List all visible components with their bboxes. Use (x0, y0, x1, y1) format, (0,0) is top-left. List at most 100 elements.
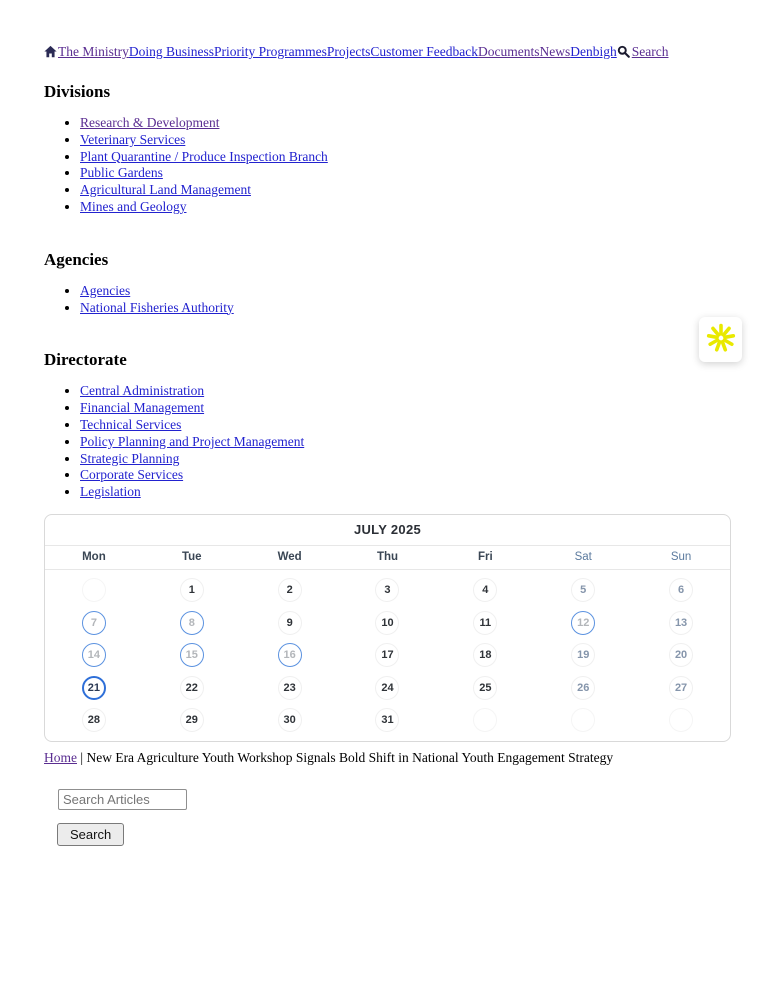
directorate-link-corporate-services[interactable]: Corporate Services (80, 467, 184, 483)
calendar-day-13[interactable]: 13 (669, 610, 694, 635)
calendar-cell: 5 (534, 574, 632, 607)
list-item: Strategic Planning (80, 451, 731, 468)
breadcrumb-home-link[interactable]: Home (44, 750, 77, 766)
calendar-day-30[interactable]: 30 (277, 708, 302, 733)
calendar-weekday-row: Mon Tue Wed Thu Fri Sat Sun (45, 546, 730, 570)
divisions-link-mines-and-geology[interactable]: Mines and Geology (80, 198, 187, 214)
section-directorate: Directorate Central AdministrationFinanc… (44, 350, 731, 501)
calendar-day-7[interactable]: 7 (81, 610, 106, 635)
directorate-link-technical-services[interactable]: Technical Services (80, 416, 182, 432)
nav-link-priority-programmes[interactable]: Priority Programmes (214, 44, 327, 59)
calendar-day-26[interactable]: 26 (571, 675, 596, 700)
list-item: National Fisheries Authority (80, 300, 731, 317)
calendar-day-12[interactable]: 12 (571, 610, 596, 635)
nav-link-documents[interactable]: Documents (478, 44, 540, 59)
list-item: Research & Development (80, 115, 731, 132)
directorate-link-policy-planning-and-project-management[interactable]: Policy Planning and Project Management (80, 433, 305, 449)
calendar-day-15[interactable]: 15 (179, 643, 204, 668)
calendar-cell: 15 (143, 639, 241, 672)
calendar-cell: 6 (632, 574, 730, 607)
article-search-button[interactable]: Search (57, 823, 125, 847)
agencies-link-agencies[interactable]: Agencies (80, 282, 131, 298)
calendar-day-29[interactable]: 29 (179, 708, 204, 733)
calendar-cell: 2 (241, 574, 339, 607)
calendar-day-17[interactable]: 17 (375, 643, 400, 668)
calendar-day-2[interactable]: 2 (277, 578, 302, 603)
directorate-link-central-administration[interactable]: Central Administration (80, 383, 205, 399)
divisions-link-plant-quarantine-produce-inspection-branch[interactable]: Plant Quarantine / Produce Inspection Br… (80, 148, 328, 164)
calendar-day-14[interactable]: 14 (81, 643, 106, 668)
calendar-day-10[interactable]: 10 (375, 610, 400, 635)
calendar-day-25[interactable]: 25 (473, 675, 498, 700)
article-search-row (58, 789, 731, 811)
calendar-day-empty (669, 708, 694, 733)
calendar-day-21[interactable]: 21 (81, 675, 106, 700)
calendar-day-28[interactable]: 28 (81, 708, 106, 733)
calendar-day-31[interactable]: 31 (375, 708, 400, 733)
calendar-cell: 10 (339, 606, 437, 639)
directorate-link-financial-management[interactable]: Financial Management (80, 400, 205, 416)
section-agencies: Agencies AgenciesNational Fisheries Auth… (44, 250, 731, 317)
calendar-day-16[interactable]: 16 (277, 643, 302, 668)
agencies-link-national-fisheries-authority[interactable]: National Fisheries Authority (80, 299, 234, 315)
page-root: The MinistryDoing BusinessPriority Progr… (0, 0, 773, 846)
calendar-day-6[interactable]: 6 (669, 578, 694, 603)
calendar-cell: 18 (436, 639, 534, 672)
agencies-list: AgenciesNational Fisheries Authority (44, 283, 731, 317)
calendar-day-5[interactable]: 5 (571, 578, 596, 603)
calendar-day-23[interactable]: 23 (277, 675, 302, 700)
section-title: Agencies (44, 249, 109, 269)
list-item: Legislation (80, 484, 731, 501)
divisions-link-research-development[interactable]: Research & Development (80, 115, 220, 130)
divisions-link-public-gardens[interactable]: Public Gardens (80, 165, 163, 181)
calendar-cell: 25 (436, 671, 534, 704)
nav-link-the-ministry[interactable]: The Ministry (58, 44, 129, 59)
calendar-day-22[interactable]: 22 (179, 675, 204, 700)
calendar-cell: 14 (45, 639, 143, 672)
nav-link-news[interactable]: News (539, 44, 571, 59)
calendar-day-4[interactable]: 4 (473, 578, 498, 603)
calendar-day-9[interactable]: 9 (277, 610, 302, 635)
directorate-link-legislation[interactable]: Legislation (80, 484, 141, 500)
asterisk-icon (706, 323, 736, 356)
nav-link-projects[interactable]: Projects (326, 44, 371, 59)
article-search-button-row: Search (57, 823, 731, 847)
list-item: Policy Planning and Project Management (80, 434, 731, 451)
calendar-cell: 12 (534, 606, 632, 639)
nav-link-doing-business[interactable]: Doing Business (128, 44, 215, 59)
calendar-cell: 4 (436, 574, 534, 607)
nav-search-link[interactable]: Search (617, 44, 668, 61)
directorate-link-strategic-planning[interactable]: Strategic Planning (80, 450, 180, 466)
calendar-day-8[interactable]: 8 (179, 610, 204, 635)
nav-link-denbigh[interactable]: Denbigh (570, 44, 617, 59)
calendar-day-20[interactable]: 20 (669, 643, 694, 668)
article-search-input[interactable] (58, 789, 187, 811)
calendar-cell: 8 (143, 606, 241, 639)
calendar-cell: 16 (241, 639, 339, 672)
calendar-day-empty (81, 578, 106, 603)
calendar-day-24[interactable]: 24 (375, 675, 400, 700)
divisions-link-agricultural-land-management[interactable]: Agricultural Land Management (80, 182, 251, 198)
calendar-cell: 26 (534, 671, 632, 704)
calendar-day-18[interactable]: 18 (473, 643, 498, 668)
calendar-cell: 28 (45, 704, 143, 737)
breadcrumb: Home | New Era Agriculture Youth Worksho… (44, 749, 731, 766)
calendar-day-27[interactable]: 27 (669, 675, 694, 700)
weekday-label-tue: Tue (181, 551, 202, 564)
accessibility-widget-button[interactable] (699, 317, 742, 362)
divisions-link-veterinary-services[interactable]: Veterinary Services (80, 131, 186, 147)
calendar-cell: 23 (241, 671, 339, 704)
calendar-day-1[interactable]: 1 (179, 578, 204, 603)
home-link[interactable] (44, 44, 58, 59)
weekday-label-sun: Sun (670, 551, 692, 564)
calendar-day-11[interactable]: 11 (473, 610, 498, 635)
search-icon (617, 45, 630, 61)
calendar-cell: 27 (632, 671, 730, 704)
calendar-day-19[interactable]: 19 (571, 643, 596, 668)
section-title: Directorate (44, 350, 127, 370)
nav-link-customer-feedback[interactable]: Customer Feedback (370, 44, 478, 59)
house-icon (44, 45, 57, 61)
list-item: Agricultural Land Management (80, 182, 731, 199)
calendar-day-3[interactable]: 3 (375, 578, 400, 603)
